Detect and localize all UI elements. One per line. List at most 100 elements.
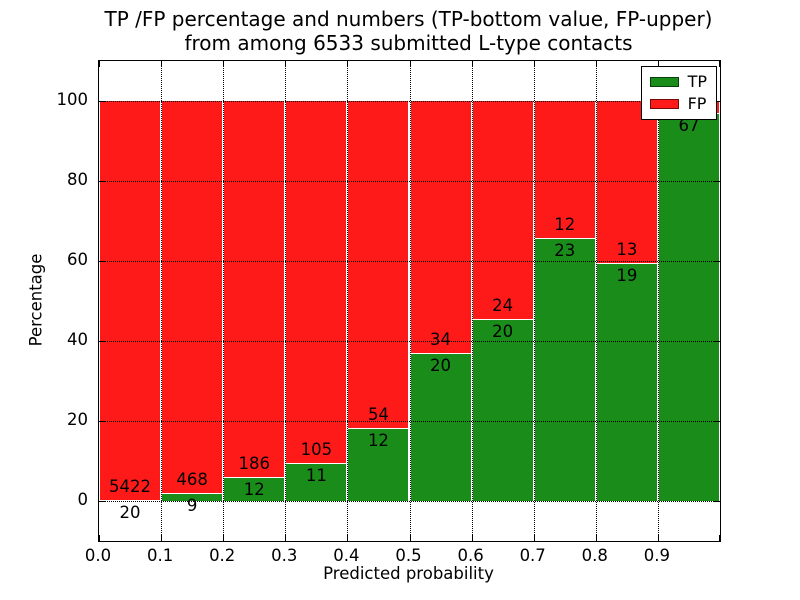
- y-tick-label: 100: [56, 90, 89, 109]
- y-tick-mark-right: [714, 261, 720, 262]
- tp-bar-segment: [533, 238, 596, 501]
- x-tick-mark: [99, 535, 100, 541]
- x-tick-mark: [347, 535, 349, 541]
- y-tick-mark: [99, 501, 105, 502]
- x-tick-mark-top: [533, 61, 535, 67]
- fp-count-label: 34: [430, 329, 452, 349]
- x-tick-label: 0.3: [271, 546, 298, 565]
- x-tick-label: 0.2: [209, 546, 236, 565]
- x-tick-mark: [533, 535, 535, 541]
- chart-title-line2: from among 6533 submitted L-type contact…: [184, 31, 633, 55]
- fp-bar-segment: [409, 101, 472, 353]
- x-tick-label: 0.8: [581, 546, 608, 565]
- legend-label-fp: FP: [687, 94, 707, 113]
- vertical-gridline: [347, 61, 349, 541]
- x-tick-mark-top: [223, 61, 225, 67]
- y-tick-mark: [99, 421, 105, 422]
- x-tick-mark-top: [471, 61, 473, 67]
- y-tick-mark-right: [714, 101, 720, 102]
- tp-bar-segment: [285, 463, 348, 501]
- tp-count-label: 20: [430, 355, 452, 375]
- x-tick-label: 0.4: [333, 546, 360, 565]
- horizontal-gridline: [99, 261, 720, 262]
- x-tick-label: 0.0: [84, 546, 112, 565]
- tp-count-label: 20: [492, 322, 514, 342]
- vertical-gridline: [533, 61, 535, 541]
- fp-bar-segment: [285, 101, 348, 464]
- x-tick-mark: [595, 535, 597, 541]
- fp-count-label: 105: [300, 440, 333, 460]
- horizontal-gridline: [99, 101, 720, 102]
- legend-label-tp: TP: [687, 72, 707, 91]
- tp-bar-segment: [409, 352, 472, 501]
- y-tick-label: 0: [77, 490, 89, 509]
- y-tick-mark: [99, 181, 105, 182]
- x-tick-mark: [223, 535, 225, 541]
- x-tick-mark: [161, 535, 163, 541]
- fp-count-label: 13: [616, 240, 638, 260]
- legend-item-tp: TP: [649, 71, 707, 93]
- tp-bar-segment: [657, 112, 720, 501]
- tp-count-label: 19: [616, 266, 638, 286]
- fp-bar-segment: [161, 101, 224, 494]
- x-tick-mark-top: [161, 61, 163, 67]
- horizontal-gridline: [99, 341, 720, 342]
- vertical-gridline: [657, 61, 659, 541]
- legend-swatch-fp: [649, 99, 679, 109]
- fp-bar-segment: [99, 101, 162, 500]
- tp-count-label: 9: [186, 496, 198, 516]
- x-tick-label: 0.5: [395, 546, 422, 565]
- fp-count-label: 54: [367, 405, 389, 425]
- y-tick-label: 20: [67, 410, 88, 429]
- tp-count-label: 11: [305, 466, 327, 486]
- vertical-gridline: [285, 61, 287, 541]
- fp-count-label: 186: [238, 453, 270, 473]
- tp-count-label: 67: [678, 115, 700, 135]
- vertical-gridline: [595, 61, 597, 541]
- fp-bar-segment: [347, 101, 410, 429]
- horizontal-gridline: [99, 501, 720, 502]
- vertical-gridline: [223, 61, 225, 541]
- horizontal-gridline: [99, 181, 720, 182]
- x-tick-mark-top: [99, 61, 100, 67]
- chart-title-line1: TP /FP percentage and numbers (TP-bottom…: [104, 7, 713, 31]
- fp-count-label: 468: [176, 470, 208, 490]
- legend-item-fp: FP: [649, 93, 707, 115]
- vertical-gridline: [161, 61, 163, 541]
- x-tick-mark: [719, 535, 720, 541]
- x-tick-mark: [657, 535, 659, 541]
- legend: TP FP: [640, 66, 717, 120]
- fp-count-label: 24: [492, 296, 514, 316]
- tp-count-label: 20: [119, 502, 141, 522]
- tp-count-label: 12: [367, 431, 389, 451]
- x-tick-mark: [409, 535, 411, 541]
- fp-bar-segment: [595, 101, 658, 264]
- y-tick-mark: [99, 261, 105, 262]
- tp-count-label: 23: [554, 241, 576, 261]
- tp-bar-segment: [471, 319, 534, 501]
- fp-bar-segment: [533, 101, 596, 239]
- x-tick-mark: [285, 535, 287, 541]
- y-tick-mark-right: [714, 341, 720, 342]
- x-tick-label: 0.1: [146, 546, 174, 565]
- x-tick-mark-top: [347, 61, 349, 67]
- x-tick-label: 0.9: [643, 546, 671, 565]
- y-tick-mark-right: [714, 181, 720, 182]
- y-tick-mark-right: [714, 421, 720, 422]
- tp-bar-segment: [595, 263, 658, 501]
- tp-count-label: 12: [243, 479, 265, 499]
- fp-bar-segment: [471, 101, 534, 320]
- y-tick-mark: [99, 101, 105, 102]
- x-tick-mark-top: [719, 61, 720, 67]
- chart-title: TP /FP percentage and numbers (TP-bottom…: [98, 7, 719, 55]
- tp-bar-segment: [99, 499, 162, 501]
- plot-area: TP FP 5422 20 468 9 186 12 105 11 54 12 34 20 24 20 12 2…: [98, 60, 721, 542]
- vertical-gridline: [471, 61, 473, 541]
- y-tick-mark-right: [714, 501, 720, 502]
- x-tick-mark: [471, 535, 473, 541]
- x-tick-label: 0.7: [519, 546, 546, 565]
- vertical-gridline: [409, 61, 411, 541]
- y-tick-label: 80: [67, 170, 88, 189]
- fp-count-label: 12: [554, 215, 576, 235]
